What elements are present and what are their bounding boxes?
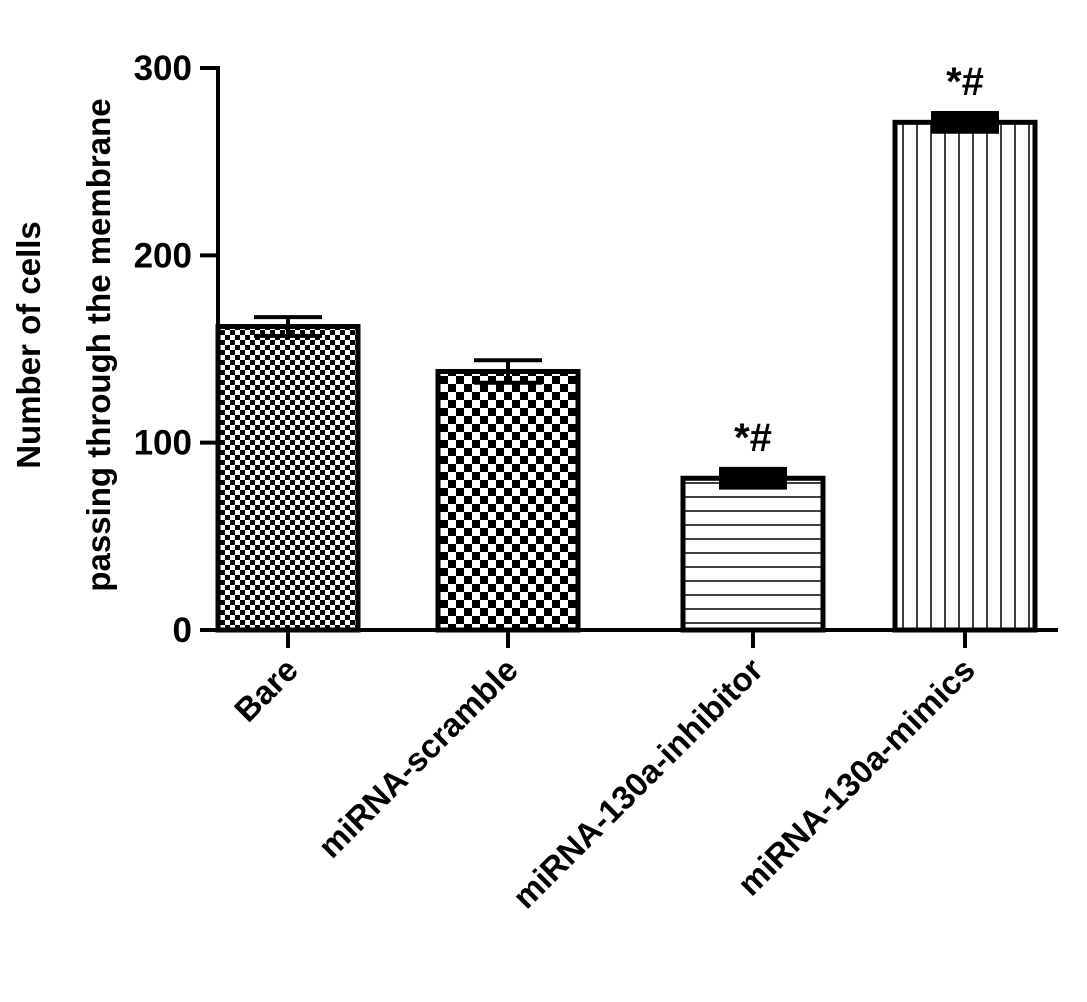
x-tick-label: Bare: [227, 651, 305, 729]
y-tick-label: 200: [134, 236, 192, 275]
significance-annotation: *#: [946, 60, 984, 104]
y-axis-label-line: Number of cells: [10, 221, 47, 469]
y-axis-label: Number of cells passing through the membr…: [10, 98, 117, 591]
x-tick-label: miRNA-scramble: [311, 651, 525, 865]
y-tick-label: 100: [134, 424, 192, 463]
y-tick-label: 0: [173, 611, 192, 650]
bar-mirna-130a-mimics: [892, 119, 1038, 633]
bar-mirna-scramble: [435, 368, 581, 633]
x-tick-labels: Bare miRNA-scramblemiRNA-130a-inhibitormi…: [227, 651, 982, 916]
error-bar-band: [719, 468, 787, 488]
error-bar: [474, 358, 542, 385]
error-bar: [931, 110, 999, 134]
error-bar-band: [931, 112, 999, 132]
bar-mirna-130a-inhibitor: [680, 475, 826, 633]
error-bar: [719, 466, 787, 490]
y-axis: 0 100 200 300: [134, 49, 220, 650]
bars: [215, 119, 1038, 633]
annotations: *# *#: [734, 60, 984, 460]
y-axis-label-line: passing through the membrane: [80, 98, 117, 591]
bar-bare: [215, 324, 361, 633]
x-axis: [216, 628, 1058, 648]
x-tick-label: miRNA-130a-mimics: [730, 651, 982, 903]
error-bar: [254, 315, 322, 338]
significance-annotation: *#: [734, 416, 772, 460]
y-tick-label: 300: [134, 49, 192, 88]
error-bars: [254, 110, 999, 490]
